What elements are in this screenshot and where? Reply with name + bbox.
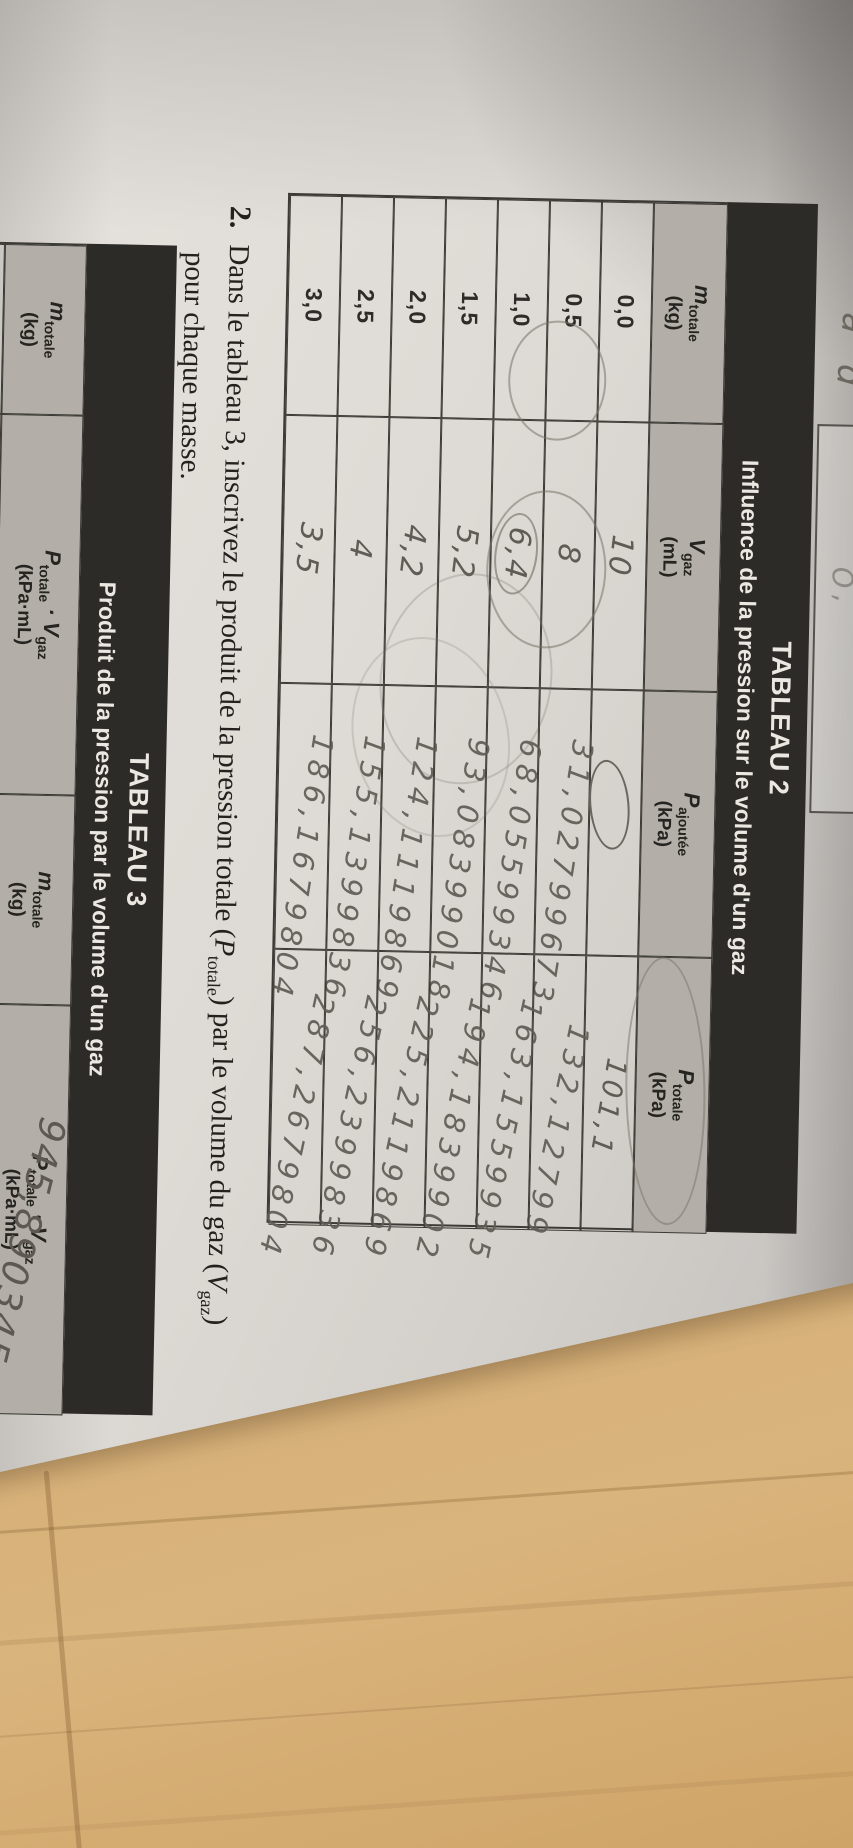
cell-m-totale: 2,0 bbox=[389, 197, 447, 419]
dot-operator: · bbox=[38, 608, 65, 616]
header-subscript: gaz bbox=[680, 552, 697, 577]
column-header-m-totale: mtotale (kg) bbox=[649, 202, 728, 425]
question-text: Dans le tableau 3, inscrivez le produit … bbox=[208, 244, 256, 939]
cell-p-totale: 163,1559935 bbox=[459, 953, 550, 1268]
wood-grain-line bbox=[0, 1670, 853, 1742]
wood-grain-line bbox=[0, 1765, 853, 1840]
math-subscript: gaz bbox=[196, 1290, 218, 1316]
header-subscript: totale bbox=[28, 890, 46, 929]
math-symbol: V bbox=[201, 1272, 234, 1292]
cell-p-totale: 132,12799 bbox=[517, 954, 596, 1244]
margin-answer-box bbox=[809, 424, 853, 817]
header-unit: (mL) bbox=[658, 536, 681, 578]
cell-m-totale: 2,5 bbox=[337, 196, 395, 418]
worksheet-paper: a d O, TABLEAU 2 Influence de la pressio… bbox=[0, 0, 853, 1472]
cell-m-totale: 0,0 bbox=[597, 201, 654, 423]
header-symbol: P bbox=[679, 792, 705, 808]
header-symbol: m bbox=[33, 871, 59, 892]
wood-grain-line bbox=[0, 1465, 853, 1538]
handwritten-value: 4,2 bbox=[391, 522, 434, 581]
wood-grain-line bbox=[0, 1575, 853, 1650]
math-subscript: totale bbox=[203, 955, 225, 997]
handwritten-value: 10 bbox=[600, 532, 641, 580]
column-header-m-totale: mtotale (kg) bbox=[0, 793, 76, 1006]
column-header-v-gaz: Vgaz (mL) bbox=[643, 422, 724, 693]
column-header-p-ajoutee: Pajoutée (kPa) bbox=[638, 690, 718, 958]
header-subscript: totale bbox=[35, 564, 53, 603]
header-symbol: V bbox=[684, 538, 710, 554]
math-symbol: P bbox=[208, 938, 241, 957]
header-subscript: ajoutée bbox=[674, 806, 692, 857]
cell-v-gaz: 4 bbox=[331, 415, 390, 686]
table-2: TABLEAU 2 Influence de la pression sur l… bbox=[251, 192, 818, 1268]
header-symbol: m bbox=[45, 301, 71, 322]
header-subscript: totale bbox=[40, 320, 58, 359]
cell-p-totale: 194,1839902 bbox=[407, 952, 498, 1266]
header-symbol: V bbox=[38, 621, 64, 637]
header-unit: (kg) bbox=[7, 881, 29, 918]
cell-m-totale: 1,5 bbox=[441, 198, 499, 420]
header-unit: (kPa) bbox=[652, 800, 675, 848]
cell-m-totale: 3,0 bbox=[285, 194, 343, 416]
header-unit: (kPa·mL) bbox=[12, 563, 36, 646]
question-text: ) bbox=[200, 1315, 233, 1326]
question-text: ) par le volume du gaz ( bbox=[201, 995, 240, 1274]
header-unit: (kg) bbox=[663, 295, 686, 331]
cell-v-gaz: 3,5 bbox=[279, 414, 338, 684]
column-header-m-totale: mtotale (kg) bbox=[1, 243, 87, 416]
header-subscript: totale bbox=[685, 304, 703, 343]
cell-p-totale: 256,2399836 bbox=[303, 949, 394, 1264]
handwritten-value: 3,5 bbox=[287, 520, 330, 579]
cell-p-ajoutee: 186,1679804 bbox=[264, 682, 340, 1005]
cell-p-ajoutee: 31,02799673 bbox=[523, 688, 600, 1010]
table-3: TABLEAU 3 Produit de la pression par le … bbox=[0, 240, 177, 1416]
header-unit: (kg) bbox=[19, 311, 41, 348]
handwritten-value: 4 bbox=[341, 537, 380, 564]
header-subscript: gaz bbox=[34, 636, 52, 660]
cell-p-totale: 225,2119869 bbox=[355, 950, 446, 1265]
header-symbol: P bbox=[39, 549, 66, 566]
column-header-ptotale-vgaz: Ptotale · Vgaz (kPa·mL) bbox=[0, 413, 84, 796]
cell-p-totale: 287,2679804 bbox=[251, 948, 342, 1263]
handwritten-fragment: O, bbox=[824, 564, 853, 611]
header-symbol: m bbox=[689, 284, 715, 305]
question-number: 2. bbox=[223, 205, 257, 229]
